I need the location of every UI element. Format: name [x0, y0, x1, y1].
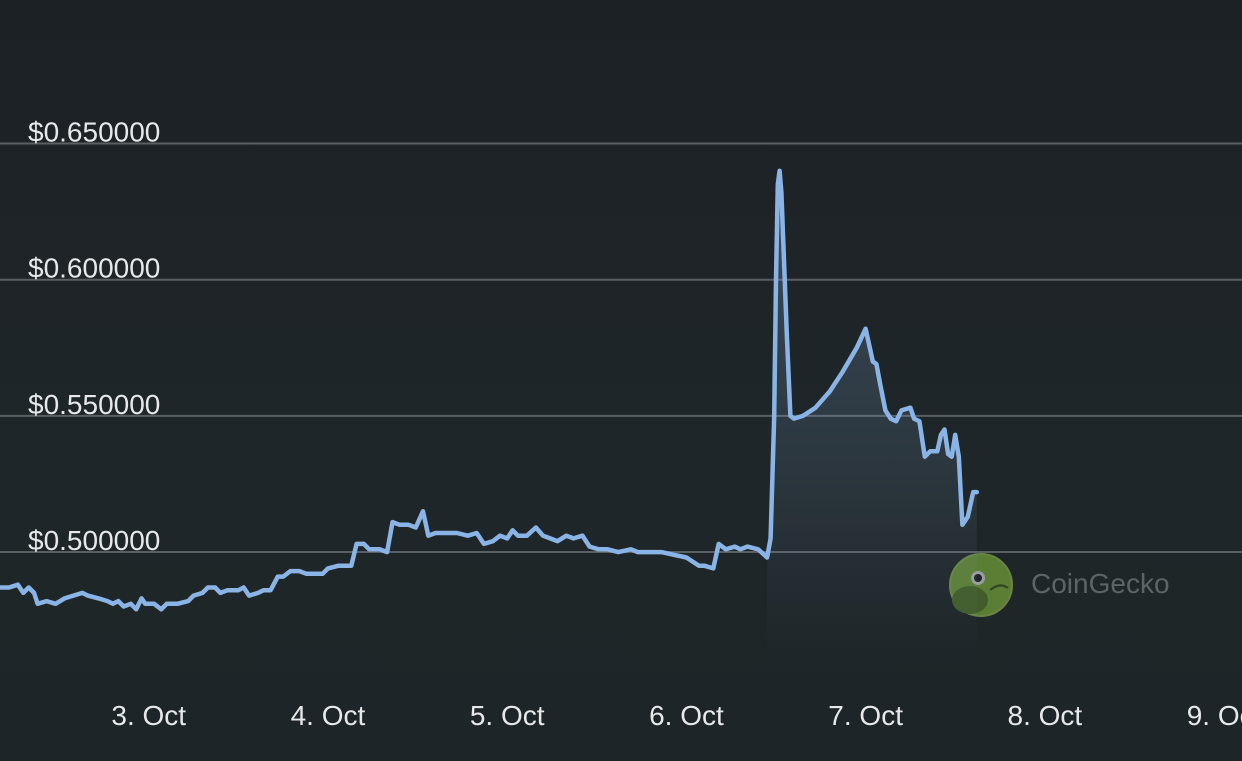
- watermark-text: CoinGecko: [1031, 568, 1170, 599]
- x-axis-labels: 3. Oct 4. Oct 5. Oct 6. Oct 7. Oct 8. Oct 9. O…: [111, 700, 1242, 731]
- price-line-series: [0, 168, 980, 612]
- x-tick-label: 7. Oct: [828, 700, 903, 731]
- x-tick-label: 9. Oct: [1187, 700, 1242, 731]
- y-tick-label: $0.600000: [28, 253, 160, 284]
- y-tick-label: $0.650000: [28, 117, 160, 148]
- x-tick-label: 3. Oct: [111, 700, 186, 731]
- watermark: CoinGecko: [949, 553, 1170, 617]
- y-tick-label: $0.550000: [28, 389, 160, 420]
- y-gridlines: [0, 142, 1242, 554]
- x-tick-label: 4. Oct: [291, 700, 366, 731]
- x-tick-label: 5. Oct: [470, 700, 545, 731]
- price-area-fill: [767, 170, 977, 662]
- y-axis-labels: $0.500000 $0.550000 $0.600000 $0.650000: [28, 117, 160, 557]
- x-tick-label: 6. Oct: [649, 700, 724, 731]
- y-tick-label: $0.500000: [28, 525, 160, 556]
- x-tick-label: 8. Oct: [1008, 700, 1083, 731]
